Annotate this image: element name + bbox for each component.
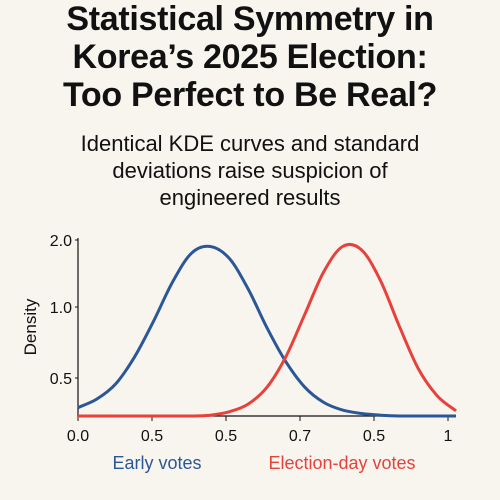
y-tick-label: 2.0 <box>50 233 72 250</box>
y-tick-label: 1.0 <box>50 300 72 317</box>
chart-subtitle: Identical KDE curves and standard deviat… <box>0 130 500 211</box>
x-tick-label: 0.5 <box>363 428 385 445</box>
subtitle-line-3: engineered results <box>159 185 341 210</box>
y-axis-label: Density <box>21 298 40 355</box>
election-day-votes-curve <box>77 242 457 418</box>
subtitle-line-2: deviations raise suspicion of <box>112 158 388 183</box>
x-tick-label: 0.7 <box>289 428 311 445</box>
x-tick-label: 1 <box>444 428 453 445</box>
x-tick-label: 0.0 <box>67 428 89 445</box>
legend-election-day-votes: Election-day votes <box>268 453 415 473</box>
chart-title: Statistical Symmetry in Korea’s 2025 Ele… <box>0 0 500 114</box>
subtitle-line-1: Identical KDE curves and standard <box>80 131 420 156</box>
x-tick-label: 0.5 <box>141 428 163 445</box>
early-votes-curve <box>77 244 456 418</box>
title-line-3: Too Perfect to Be Real? <box>62 76 438 114</box>
title-line-1: Statistical Symmetry in <box>66 0 434 38</box>
y-tick-label: 0.5 <box>50 371 72 388</box>
title-line-2: Korea’s 2025 Election: <box>72 38 428 76</box>
legend-early-votes: Early votes <box>112 453 201 473</box>
x-tick-label: 0.5 <box>215 428 237 445</box>
